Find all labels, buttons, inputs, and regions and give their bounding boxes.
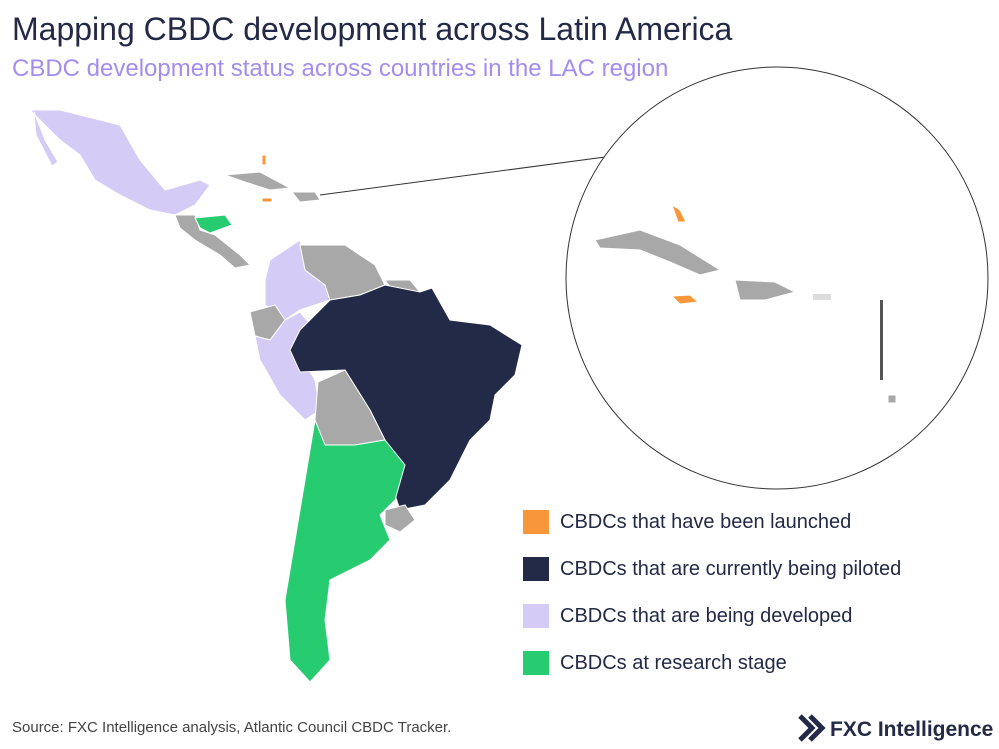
inset-trinidad [887, 394, 897, 404]
hispaniola [290, 191, 321, 203]
legend-label: CBDCs at research stage [560, 652, 787, 674]
map [28, 109, 523, 683]
cuba [224, 171, 292, 191]
bahamas [261, 154, 267, 166]
legend-swatch [523, 651, 549, 675]
inset-bahamas [671, 203, 687, 223]
inset-hispaniola [734, 279, 797, 301]
legend-swatch [523, 510, 549, 534]
inset-circle [565, 66, 989, 490]
subtitle: CBDC development status across countries… [12, 55, 668, 82]
source: Source: FXC Intelligence analysis, Atlan… [12, 719, 451, 736]
legend-swatch [523, 604, 549, 628]
legend-label: CBDCs that are being developed [560, 605, 852, 627]
baja [33, 111, 59, 167]
logo: FXC Intelligence [798, 714, 993, 742]
legend-label: CBDCs that have been launched [560, 511, 851, 533]
inset-pr [813, 294, 831, 300]
legend-swatch [523, 557, 549, 581]
inset-jamaica [670, 294, 700, 305]
brand: FXC Intelligence [830, 718, 993, 741]
jamaica [261, 197, 273, 203]
mexico [28, 109, 211, 216]
title: Mapping CBDC development across Latin Am… [12, 11, 733, 47]
inset-antilles [880, 300, 883, 380]
legend-label: CBDCs that are currently being piloted [560, 558, 901, 580]
uruguay [384, 504, 416, 533]
honduras [194, 214, 233, 234]
inset-pointer [319, 154, 621, 196]
southern-cone [284, 418, 406, 683]
inset-cuba [594, 229, 722, 276]
legend: CBDCs that have been launched CBDCs that … [523, 510, 901, 675]
inset [565, 66, 989, 490]
logo-icon [798, 714, 826, 742]
